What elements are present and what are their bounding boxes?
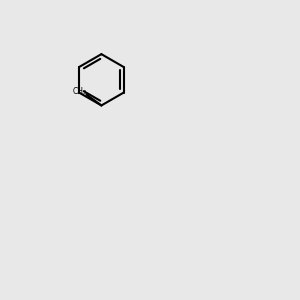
Text: CH₃: CH₃ <box>72 87 86 96</box>
